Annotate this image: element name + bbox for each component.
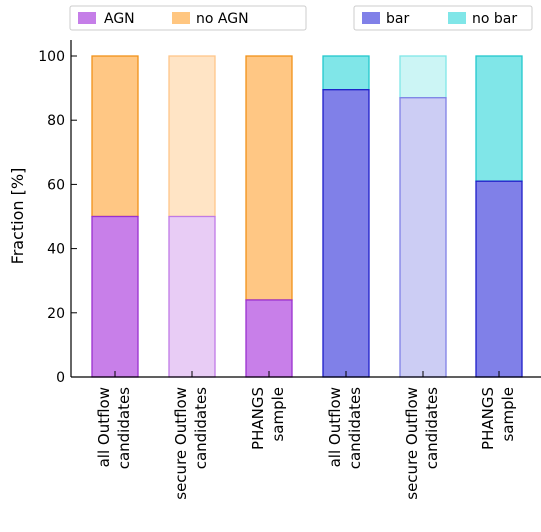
bars [91, 55, 523, 378]
bar-3-no-bar [322, 55, 370, 91]
x-tick-label-line: candidates [346, 387, 364, 469]
bar-2-agn [245, 299, 293, 378]
y-axis-label: Fraction [%] [8, 168, 27, 265]
bar-0-agn [91, 215, 139, 378]
bar-4-no-bar [399, 55, 447, 99]
legend-label-no-bar: no bar [472, 11, 517, 27]
legend-box-top-right [353, 5, 533, 31]
bar-0-no-agn [91, 55, 139, 218]
x-tick-label-line: PHANGS [249, 387, 267, 450]
x-tick-label-line: secure Outflow [403, 387, 421, 500]
y-tick-label: 60 [47, 177, 65, 193]
y-tick-label: 80 [47, 113, 65, 129]
x-tick-label-line: PHANGS [479, 387, 497, 450]
legend-label-bar: bar [386, 11, 409, 27]
x-tick-label-line: sample [499, 387, 517, 442]
x-tick-label-line: secure Outflow [172, 387, 190, 500]
x-tick-label-line: candidates [115, 387, 133, 469]
bar-5-bar [475, 180, 523, 378]
legend-swatch-no-bar [448, 12, 466, 24]
x-tick-label: secure Outflow candidates [172, 387, 210, 500]
bar-1-no-agn [168, 55, 216, 218]
x-tick-label-line: candidates [423, 387, 441, 469]
legend-swatch-agn [78, 12, 96, 24]
y-tick-label: 100 [38, 49, 65, 65]
bar-5-no-bar [475, 55, 523, 182]
x-tick-label-line: sample [269, 387, 287, 442]
bar-4-bar [399, 97, 447, 378]
x-tick-label: PHANGS sample [479, 387, 517, 450]
legends: AGN no AGN bar no bar [69, 5, 533, 31]
x-tick-label-line: all Outflow [95, 387, 113, 467]
x-tick-label: secure Outflow candidates [403, 387, 441, 500]
y-tick-label: 0 [56, 370, 65, 386]
x-tick-label: all Outflow candidates [95, 387, 133, 469]
bar-2-no-agn [245, 55, 293, 301]
legend-swatch-no-agn [172, 12, 190, 24]
y-tick-label: 20 [47, 306, 65, 322]
bar-1-agn [168, 215, 216, 378]
x-tick-labels: all Outflow candidates secure Outflow candi… [95, 387, 517, 500]
legend-swatch-bar [362, 12, 380, 24]
legend-label-no-agn: no AGN [196, 11, 249, 27]
x-tick-label: all Outflow candidates [326, 387, 364, 469]
bar-3-bar [322, 89, 370, 378]
x-tick-label-line: all Outflow [326, 387, 344, 467]
x-tick-label-line: candidates [192, 387, 210, 469]
y-tick-label: 40 [47, 242, 65, 258]
legend-label-agn: AGN [104, 11, 135, 27]
axes: 0 20 40 60 80 100 [38, 40, 541, 386]
x-tick-label: PHANGS sample [249, 387, 287, 450]
